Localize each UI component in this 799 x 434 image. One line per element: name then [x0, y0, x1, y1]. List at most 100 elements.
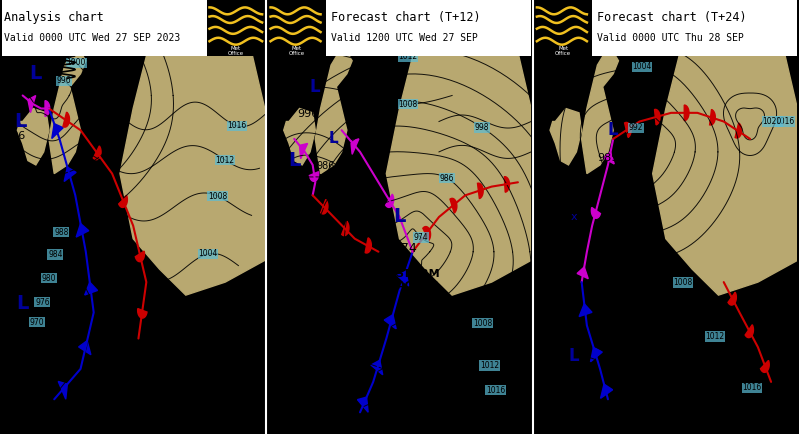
Polygon shape	[745, 325, 753, 338]
Text: 1008: 1008	[398, 100, 417, 108]
Polygon shape	[653, 35, 797, 295]
Text: Forecast chart (T+24): Forecast chart (T+24)	[598, 11, 747, 24]
Polygon shape	[58, 381, 67, 399]
Polygon shape	[342, 221, 349, 236]
Text: x: x	[570, 212, 577, 222]
Text: L: L	[568, 347, 579, 365]
Text: L: L	[329, 132, 339, 146]
Text: 1012: 1012	[216, 155, 235, 164]
Polygon shape	[625, 122, 631, 138]
Polygon shape	[386, 194, 394, 207]
Polygon shape	[309, 172, 319, 181]
Polygon shape	[119, 195, 127, 207]
Polygon shape	[591, 207, 601, 218]
Polygon shape	[735, 123, 741, 138]
Polygon shape	[351, 139, 359, 155]
Polygon shape	[371, 360, 383, 375]
Text: 980: 980	[42, 274, 56, 283]
Text: 1008: 1008	[89, 29, 109, 37]
Text: 1016: 1016	[117, 0, 137, 7]
Text: 976: 976	[35, 298, 50, 307]
Text: 970: 970	[10, 329, 34, 342]
Text: Met
Office: Met Office	[555, 46, 571, 56]
Polygon shape	[300, 144, 308, 159]
Text: 996: 996	[18, 79, 38, 89]
Polygon shape	[135, 251, 145, 262]
Text: 998: 998	[475, 123, 489, 132]
Polygon shape	[728, 292, 737, 305]
Polygon shape	[284, 108, 316, 165]
Text: 992: 992	[629, 124, 643, 132]
Polygon shape	[450, 198, 457, 213]
Polygon shape	[550, 108, 582, 165]
Text: 996: 996	[57, 76, 71, 85]
FancyBboxPatch shape	[2, 0, 207, 56]
Polygon shape	[684, 105, 689, 121]
Polygon shape	[590, 347, 602, 362]
Polygon shape	[63, 112, 70, 127]
Text: 1016: 1016	[228, 122, 247, 130]
Polygon shape	[365, 238, 372, 253]
Polygon shape	[577, 267, 588, 279]
Polygon shape	[85, 282, 97, 295]
Text: L: L	[30, 64, 42, 83]
Polygon shape	[504, 177, 510, 192]
Text: 988: 988	[54, 228, 69, 237]
Text: 1012: 1012	[102, 15, 121, 24]
Polygon shape	[710, 109, 715, 125]
Text: 984: 984	[48, 250, 62, 259]
Text: 986: 986	[4, 131, 26, 141]
Polygon shape	[49, 52, 85, 174]
Polygon shape	[52, 124, 63, 138]
FancyBboxPatch shape	[535, 0, 592, 56]
Polygon shape	[120, 35, 264, 295]
Text: 1016: 1016	[742, 383, 761, 392]
FancyBboxPatch shape	[592, 0, 797, 56]
Polygon shape	[93, 146, 101, 160]
Polygon shape	[582, 52, 618, 174]
Text: 1012: 1012	[398, 52, 417, 61]
FancyBboxPatch shape	[326, 0, 531, 56]
Polygon shape	[761, 360, 769, 372]
Text: L: L	[393, 207, 406, 227]
Polygon shape	[320, 200, 328, 214]
Polygon shape	[316, 52, 352, 174]
Polygon shape	[384, 315, 396, 329]
FancyBboxPatch shape	[268, 0, 326, 56]
Polygon shape	[387, 35, 531, 295]
Text: Analysis chart: Analysis chart	[4, 11, 104, 24]
Text: 1012: 1012	[706, 332, 725, 341]
Text: L: L	[310, 78, 320, 96]
Polygon shape	[76, 224, 89, 237]
Text: L: L	[288, 151, 300, 170]
Text: L: L	[14, 112, 26, 131]
Text: 992: 992	[557, 240, 575, 250]
Polygon shape	[603, 152, 614, 164]
Text: 970: 970	[30, 318, 44, 326]
Polygon shape	[654, 109, 660, 125]
Polygon shape	[397, 271, 408, 286]
Text: STORM
AGNES: STORM AGNES	[396, 269, 440, 291]
Polygon shape	[18, 108, 49, 165]
Text: 1008: 1008	[208, 191, 228, 201]
Polygon shape	[64, 167, 76, 181]
Text: 1020: 1020	[763, 117, 782, 126]
Polygon shape	[137, 309, 147, 318]
Text: 986: 986	[439, 174, 455, 183]
Text: L: L	[608, 121, 618, 139]
Text: Valid 1200 UTC Wed 27 SEP: Valid 1200 UTC Wed 27 SEP	[331, 33, 478, 43]
Polygon shape	[357, 397, 368, 412]
Text: 1016: 1016	[775, 117, 794, 126]
Text: 1004: 1004	[77, 43, 96, 53]
Text: 1008: 1008	[473, 319, 492, 328]
Text: Valid 0000 UTC Wed 27 SEP 2023: Valid 0000 UTC Wed 27 SEP 2023	[4, 33, 181, 43]
Text: 986: 986	[316, 161, 335, 171]
Polygon shape	[28, 95, 36, 113]
Text: 974: 974	[393, 242, 416, 255]
Text: L: L	[17, 294, 29, 313]
Text: 1004: 1004	[632, 62, 652, 72]
Polygon shape	[78, 341, 91, 355]
Polygon shape	[478, 183, 483, 199]
Text: 989: 989	[598, 153, 618, 163]
Text: 1012: 1012	[479, 361, 499, 370]
